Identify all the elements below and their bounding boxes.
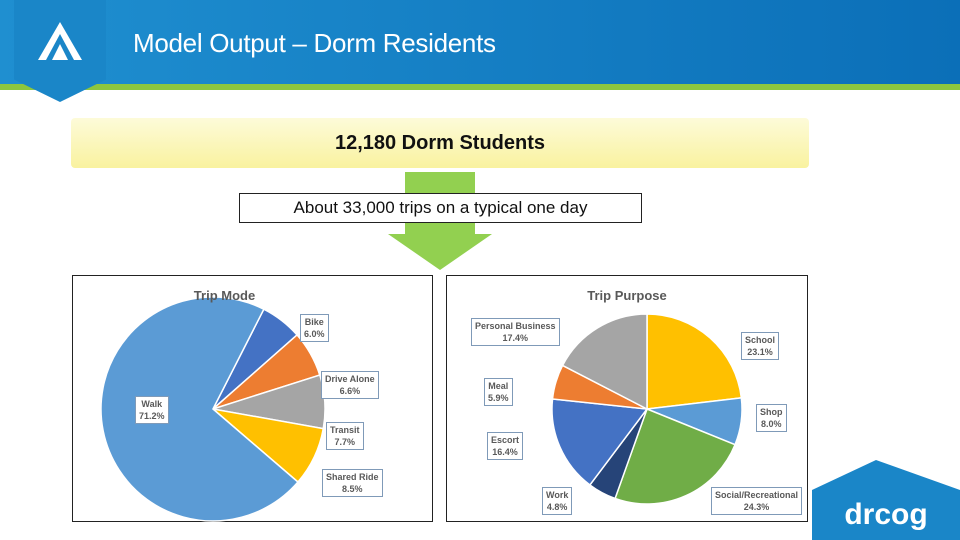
personal-business-label: Personal Business 17.4% (471, 318, 560, 346)
trips-summary-box: About 33,000 trips on a typical one day (239, 193, 642, 223)
shared-ride-label: Shared Ride 8.5% (322, 469, 383, 497)
students-banner-text: 12,180 Dorm Students (334, 132, 546, 154)
shop-label-value: 8.0% (760, 419, 782, 429)
shop-label-name: Shop (760, 407, 783, 417)
triangle-logo-icon (38, 22, 82, 60)
meal-label: Meal 5.9% (484, 378, 513, 406)
header-bar (0, 0, 960, 84)
drcog-logo-icon: drcog (812, 460, 960, 540)
work-label-value: 4.8% (546, 502, 568, 512)
walk-label-value: 71.2% (139, 411, 165, 421)
pie-slice-escort (551, 398, 649, 486)
pie-slice-personal-business (561, 313, 648, 411)
work-label: Work 4.8% (542, 487, 573, 515)
social-recreational-label-value: 24.3% (743, 502, 770, 512)
meal-label-value: 5.9% (488, 393, 509, 403)
page-title: Model Output – Dorm Residents (133, 28, 496, 58)
trips-summary-text: About 33,000 trips on a typical one day (293, 198, 588, 217)
escort-label: Escort 16.4% (487, 432, 524, 460)
trip-purpose-pie (551, 313, 743, 505)
walk-label: Walk 71.2% (135, 396, 169, 424)
trip-mode-pie (100, 296, 326, 522)
logo-badge (14, 0, 106, 102)
bike-label: Bike 6.0% (300, 314, 329, 342)
drive-alone-label: Drive Alone 6.6% (321, 371, 379, 399)
transit-label-value: 7.7% (334, 437, 356, 447)
escort-label-name: Escort (491, 435, 520, 445)
bike-label-name: Bike (304, 317, 324, 327)
transit-label: Transit 7.7% (326, 422, 364, 450)
students-banner (71, 118, 809, 168)
header-accent-strip (0, 84, 960, 90)
personal-business-label-name: Personal Business (475, 321, 556, 331)
svg-text:drcog: drcog (844, 498, 927, 531)
drcog-logo: drcog (812, 460, 960, 540)
social-recreational-label: Social/Recreational 24.3% (711, 487, 803, 515)
school-label-name: School (745, 335, 776, 345)
trip-mode-chart: Trip Mode Bike 6.0% Drive Alone 6.6% Tra… (72, 275, 433, 522)
personal-business-label-value: 17.4% (502, 333, 529, 343)
pie-slice-school (646, 313, 743, 410)
walk-label-name: Walk (141, 399, 163, 409)
trip-mode-title: Trip Mode (193, 288, 256, 303)
school-label-value: 23.1% (747, 347, 773, 357)
pie-slice-walk (100, 296, 299, 522)
escort-label-value: 16.4% (492, 447, 518, 457)
trip-purpose-title: Trip Purpose (587, 288, 667, 303)
work-label-name: Work (546, 490, 569, 500)
shop-label: Shop 8.0% (756, 404, 787, 432)
social-recreational-label-name: Social/Recreational (715, 490, 799, 500)
school-label: School 23.1% (741, 332, 780, 360)
drive-alone-label-value: 6.6% (339, 386, 361, 396)
pie-slice-social-recreational (614, 408, 737, 505)
bike-label-value: 6.0% (304, 329, 325, 339)
drive-alone-label-name: Drive Alone (325, 374, 375, 384)
trip-purpose-chart: Trip Purpose School 23.1% Shop 8.0% Soci… (446, 275, 808, 522)
transit-label-name: Transit (330, 425, 360, 435)
shared-ride-label-value: 8.5% (342, 484, 363, 494)
shared-ride-label-name: Shared Ride (326, 472, 379, 482)
meal-label-name: Meal (488, 381, 509, 391)
